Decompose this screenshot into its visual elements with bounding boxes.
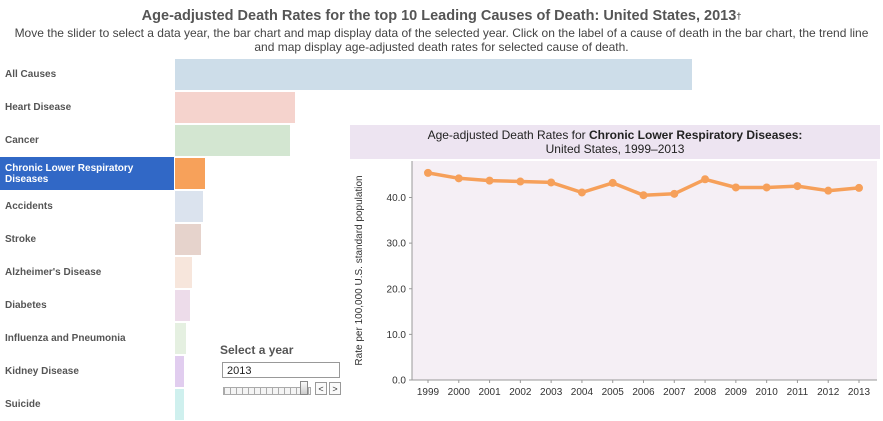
trend-line-chart: 0.0 10.0 20.0 30.0 40.0 1999 2000 2001 2002 2003 2… xyxy=(354,161,877,398)
trend-title-subtitle: United States, 1999–2013 xyxy=(545,142,685,156)
data-point[interactable] xyxy=(855,183,863,192)
cause-label[interactable]: Stroke xyxy=(5,234,37,245)
year-selector: Select a year 2013 < > xyxy=(220,343,350,403)
cause-bar[interactable] xyxy=(175,389,184,420)
x-tick-label: 2008 xyxy=(694,387,717,398)
cause-label[interactable]: Alzheimer's Disease xyxy=(5,267,102,278)
y-tick-label: 0.0 xyxy=(392,376,406,387)
cause-bar[interactable] xyxy=(175,125,290,156)
data-point[interactable] xyxy=(639,191,648,200)
cause-label[interactable]: Chronic Lower Respiratory Diseases xyxy=(0,157,174,190)
x-tick-label: 2003 xyxy=(540,387,563,398)
instructions-text: Move the slider to select a data year, t… xyxy=(14,26,869,54)
x-tick-label: 2005 xyxy=(602,387,625,398)
cause-row: Heart Disease xyxy=(0,91,295,124)
page-title-text: Age-adjusted Death Rates for the top 10 … xyxy=(141,8,737,24)
trend-chart-title: Age-adjusted Death Rates for Chronic Low… xyxy=(350,125,880,159)
cause-bar[interactable] xyxy=(175,224,201,255)
data-point[interactable] xyxy=(424,168,432,177)
cause-bar[interactable] xyxy=(175,92,295,123)
y-tick-label: 20.0 xyxy=(387,284,407,295)
page-title: Age-adjusted Death Rates for the top 10 … xyxy=(0,8,883,25)
trend-chart-panel: Age-adjusted Death Rates for Chronic Low… xyxy=(350,125,880,408)
x-tick-label: 2000 xyxy=(448,387,471,398)
data-point[interactable] xyxy=(547,178,556,187)
y-tick-label: 40.0 xyxy=(387,193,407,204)
cause-bar[interactable] xyxy=(175,191,203,222)
cause-label[interactable]: Heart Disease xyxy=(5,102,72,113)
cause-row: Stroke xyxy=(0,223,201,256)
y-axis-title: Rate per 100,000 U.S. standard populatio… xyxy=(354,175,365,365)
cause-bar[interactable] xyxy=(175,323,186,354)
x-tick-label: 2006 xyxy=(632,387,655,398)
x-tick-label: 2004 xyxy=(571,387,594,398)
x-tick-label: 2012 xyxy=(817,387,840,398)
data-point[interactable] xyxy=(608,178,617,187)
data-point[interactable] xyxy=(793,182,802,191)
footnote-mark[interactable]: † xyxy=(736,11,742,21)
year-value-field[interactable]: 2013 xyxy=(222,362,340,378)
cause-label[interactable]: Accidents xyxy=(5,201,53,212)
header: Age-adjusted Death Rates for the top 10 … xyxy=(0,8,883,54)
y-tick-label: 30.0 xyxy=(387,239,407,250)
cause-bar-chart: All Causes Heart Disease Cancer Chronic Low… xyxy=(0,58,883,421)
cause-row: Kidney Disease xyxy=(0,355,184,388)
x-tick-label: 2013 xyxy=(848,387,871,398)
cause-label[interactable]: Cancer xyxy=(5,135,39,146)
cause-bar[interactable] xyxy=(175,290,190,321)
cause-label[interactable]: Influenza and Pneumonia xyxy=(5,333,126,344)
data-point[interactable] xyxy=(731,183,740,192)
previous-year-button[interactable]: < xyxy=(315,382,327,395)
data-point[interactable] xyxy=(762,183,771,192)
cause-row: Cancer xyxy=(0,124,290,157)
cause-row: Chronic Lower Respiratory Diseases xyxy=(0,157,205,190)
x-tick-label: 1999 xyxy=(417,387,440,398)
cause-row: Alzheimer's Disease xyxy=(0,256,192,289)
x-tick-label: 2009 xyxy=(725,387,748,398)
cause-bar[interactable] xyxy=(175,257,192,288)
data-point[interactable] xyxy=(516,177,525,186)
year-selector-label: Select a year xyxy=(220,343,294,357)
cause-label[interactable]: Kidney Disease xyxy=(5,366,79,377)
cause-label[interactable]: Diabetes xyxy=(5,300,47,311)
next-year-button[interactable]: > xyxy=(329,382,341,395)
cause-label[interactable]: Suicide xyxy=(5,399,41,410)
data-point[interactable] xyxy=(670,189,679,198)
trend-title-cause: Chronic Lower Respiratory Diseases: xyxy=(589,128,803,142)
data-point[interactable] xyxy=(824,186,833,195)
x-tick-label: 2001 xyxy=(478,387,501,398)
x-tick-label: 2011 xyxy=(787,387,809,398)
cause-row: Influenza and Pneumonia xyxy=(0,322,186,355)
x-tick-label: 2007 xyxy=(663,387,686,398)
data-point[interactable] xyxy=(485,176,494,185)
data-point[interactable] xyxy=(701,175,710,184)
y-tick-label: 10.0 xyxy=(387,330,407,341)
cause-bar[interactable] xyxy=(175,158,205,189)
cause-row: Diabetes xyxy=(0,289,190,322)
year-slider-track[interactable] xyxy=(223,387,311,395)
trend-title-prefix: Age-adjusted Death Rates for xyxy=(427,128,590,142)
cause-row: All Causes xyxy=(0,58,692,91)
cause-bar[interactable] xyxy=(175,356,184,387)
cause-label[interactable]: All Causes xyxy=(5,69,57,80)
x-tick-label: 2010 xyxy=(756,387,779,398)
year-slider-handle[interactable] xyxy=(300,381,308,395)
cause-row: Accidents xyxy=(0,190,203,223)
data-point[interactable] xyxy=(577,188,586,197)
cause-bar[interactable] xyxy=(175,59,692,90)
data-point[interactable] xyxy=(454,174,463,183)
cause-row: Suicide xyxy=(0,388,184,421)
x-tick-label: 2002 xyxy=(509,387,532,398)
